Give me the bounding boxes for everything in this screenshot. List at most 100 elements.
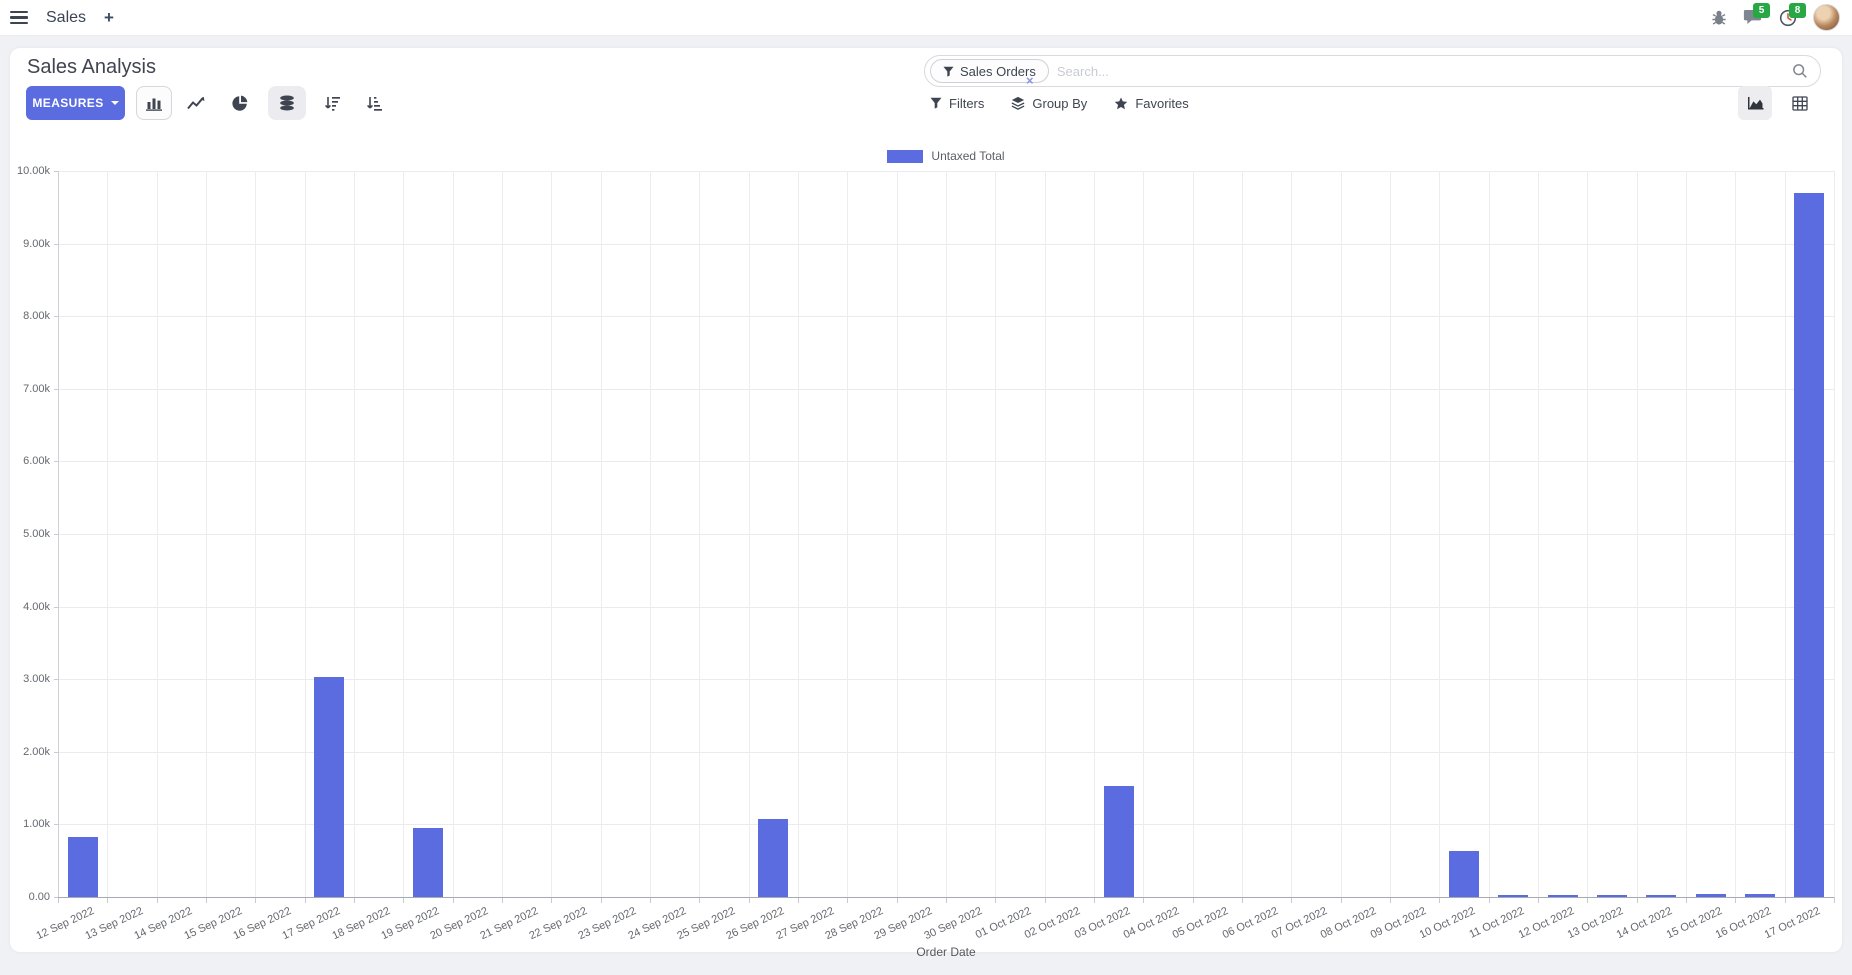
- activities-count-badge: 8: [1789, 2, 1806, 18]
- x-gridline: [403, 171, 405, 897]
- bar[interactable]: [1449, 850, 1479, 897]
- pivot-view-button[interactable]: [1783, 86, 1817, 120]
- y-axis-label: 3.00k: [23, 673, 50, 686]
- pie-chart-icon: [232, 95, 248, 111]
- graph-view-button[interactable]: [1738, 86, 1772, 120]
- y-tick: [54, 606, 58, 608]
- x-gridline: [156, 171, 158, 897]
- x-gridline: [699, 171, 701, 897]
- bar[interactable]: [1646, 895, 1677, 897]
- x-gridline: [600, 171, 602, 897]
- line-chart-button[interactable]: [178, 86, 214, 120]
- x-tick: [107, 897, 109, 903]
- layers-icon: [1011, 96, 1025, 110]
- bar[interactable]: [1745, 894, 1775, 897]
- x-gridline: [847, 171, 849, 897]
- x-gridline: [1488, 171, 1490, 897]
- sort-ascending-button[interactable]: [356, 86, 392, 120]
- x-tick: [206, 897, 207, 903]
- x-tick: [156, 897, 158, 903]
- bar[interactable]: [1597, 894, 1627, 897]
- favorites-button[interactable]: Favorites: [1114, 95, 1189, 111]
- search-bar[interactable]: Sales Orders: [924, 55, 1821, 87]
- x-gridline: [551, 171, 553, 897]
- x-gridline: [1735, 171, 1737, 897]
- x-gridline: [946, 171, 947, 897]
- favorites-label: Favorites: [1135, 95, 1189, 111]
- x-tick: [1587, 897, 1589, 903]
- y-tick: [54, 751, 58, 753]
- area-chart-icon: [1747, 96, 1763, 109]
- y-axis-label: 6.00k: [23, 455, 50, 468]
- x-tick: [946, 897, 947, 903]
- messages-icon[interactable]: 5: [1743, 3, 1770, 26]
- x-gridline: [206, 171, 207, 897]
- bar[interactable]: [1794, 192, 1825, 897]
- x-tick: [1044, 897, 1046, 903]
- filters-button[interactable]: Filters: [930, 96, 984, 111]
- x-tick: [847, 897, 849, 903]
- stack-database-icon: [280, 95, 294, 111]
- bar[interactable]: [1498, 895, 1529, 897]
- x-axis-line: [58, 897, 1834, 898]
- x-tick: [1686, 897, 1687, 903]
- debug-bug-icon[interactable]: [1711, 10, 1727, 26]
- content-panel: Sales Analysis Sales Orders × MEASURES: [10, 48, 1842, 959]
- chart-legend[interactable]: Untaxed Total: [58, 149, 1834, 163]
- plus-icon[interactable]: +: [104, 7, 114, 27]
- bar[interactable]: [1695, 893, 1726, 897]
- y-axis-label: 2.00k: [23, 745, 50, 758]
- bar[interactable]: [1547, 895, 1578, 897]
- line-chart-icon: [187, 96, 205, 110]
- group-by-button[interactable]: Group By: [1011, 96, 1087, 111]
- x-tick: [1488, 897, 1490, 903]
- bar[interactable]: [314, 677, 345, 897]
- y-tick: [54, 534, 58, 535]
- facet-remove-icon[interactable]: ×: [1026, 73, 1034, 88]
- bar[interactable]: [758, 819, 789, 897]
- bar[interactable]: [413, 828, 443, 897]
- x-gridline: [798, 171, 799, 897]
- x-tick: [1390, 897, 1391, 903]
- search-icon[interactable]: [1792, 63, 1808, 79]
- y-tick: [54, 171, 58, 172]
- x-axis-title: Order Date: [916, 945, 976, 959]
- x-tick: [1636, 897, 1638, 903]
- user-avatar[interactable]: [1813, 4, 1840, 31]
- x-tick: [502, 897, 503, 903]
- bar[interactable]: [67, 836, 98, 897]
- filter-funnel-icon: [930, 97, 942, 109]
- star-icon: [1115, 97, 1128, 109]
- x-gridline: [1192, 171, 1194, 897]
- filter-funnel-icon: [943, 66, 954, 77]
- x-gridline: [896, 171, 898, 897]
- x-tick: [896, 897, 898, 903]
- facet-label: Sales Orders: [960, 63, 1036, 79]
- bar[interactable]: [1103, 785, 1134, 897]
- x-gridline: [1538, 171, 1539, 897]
- bar-chart: Untaxed Total 0.00 1.00k 2.00k 3.00k 4.00k 5.…: [10, 128, 1842, 959]
- x-tick: [58, 897, 59, 903]
- legend-swatch: [887, 149, 924, 163]
- y-axis-label: 1.00k: [23, 818, 50, 831]
- apps-menu-icon[interactable]: [10, 10, 28, 25]
- measures-label: MEASURES: [32, 96, 104, 110]
- stacked-toggle-button[interactable]: [268, 86, 306, 120]
- bar-chart-button[interactable]: [136, 86, 172, 120]
- activities-clock-icon[interactable]: 8: [1779, 2, 1806, 27]
- messages-count-badge: 5: [1753, 3, 1770, 18]
- search-facet-sales-orders[interactable]: Sales Orders: [930, 59, 1049, 83]
- x-tick: [1834, 897, 1835, 903]
- x-tick: [403, 897, 405, 903]
- sort-descending-button[interactable]: [314, 86, 350, 120]
- search-input[interactable]: [1048, 63, 1792, 79]
- x-gridline: [995, 171, 997, 897]
- x-gridline: [1439, 171, 1441, 897]
- y-tick: [54, 897, 58, 898]
- sort-ascending-icon: [367, 96, 382, 111]
- y-axis-label: 7.00k: [23, 382, 50, 395]
- x-tick: [1340, 897, 1342, 903]
- pie-chart-button[interactable]: [222, 86, 258, 120]
- measures-button[interactable]: MEASURES: [26, 86, 125, 120]
- app-name-menu[interactable]: Sales: [46, 8, 87, 26]
